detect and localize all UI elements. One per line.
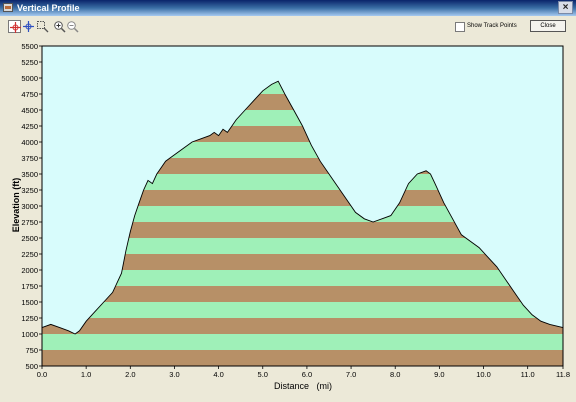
y-tick-label: 1750 xyxy=(21,282,38,291)
elevation-band xyxy=(42,350,563,366)
x-axis-label: Distance (mi) xyxy=(274,381,332,391)
x-tick-label: 10.0 xyxy=(476,370,491,379)
y-axis: 500 750 1000 1250 1500 1750 2000 2250 2500 2750 30… xyxy=(21,42,42,371)
y-tick-label: 500 xyxy=(25,362,38,371)
x-tick-label: 11.0 xyxy=(521,370,535,379)
x-axis: 0.0 1.0 2.0 3.0 4.0 5.0 6.0 7.0 8.0 9.0 10.0 11.0 11… xyxy=(37,366,570,379)
toolbar: Show Track Points Close xyxy=(0,16,576,38)
elevation-band xyxy=(42,254,563,270)
y-tick-label: 5000 xyxy=(21,74,38,83)
elevation-band xyxy=(42,222,563,238)
elevation-profile-chart: 500 750 1000 1250 1500 1750 2000 2250 2500 2750 30… xyxy=(11,42,570,391)
show-track-points-checkbox[interactable] xyxy=(455,22,465,32)
x-tick-label: 0.0 xyxy=(37,370,47,379)
elevation-series-line xyxy=(41,80,564,335)
y-tick-label: 2750 xyxy=(21,218,38,227)
elevation-band xyxy=(42,334,563,350)
y-tick-label: 4250 xyxy=(21,122,38,131)
y-tick-label: 4000 xyxy=(21,138,38,147)
show-track-points-label: Show Track Points xyxy=(467,23,517,29)
elevation-band xyxy=(42,190,563,206)
y-tick-label: 5500 xyxy=(21,42,38,51)
y-tick-label: 3500 xyxy=(21,170,38,179)
x-tick-label: 4.0 xyxy=(213,370,223,379)
y-tick-label: 1000 xyxy=(21,330,38,339)
elevation-band xyxy=(42,318,563,334)
y-tick-label: 2250 xyxy=(21,250,38,259)
y-tick-label: 4750 xyxy=(21,90,38,99)
y-tick-label: 3000 xyxy=(21,202,38,211)
elevation-band xyxy=(42,302,563,318)
x-tick-label: 9.0 xyxy=(434,370,444,379)
x-tick-label: 1.0 xyxy=(81,370,91,379)
x-tick-label: 2.0 xyxy=(125,370,135,379)
elevation-band xyxy=(42,206,563,222)
app-icon xyxy=(3,3,13,12)
y-tick-label: 2500 xyxy=(21,234,38,243)
title-close-button[interactable]: × xyxy=(558,1,573,14)
elevation-band xyxy=(42,286,563,302)
zoom-out-icon[interactable] xyxy=(66,20,79,33)
y-tick-label: 2000 xyxy=(21,266,38,275)
y-tick-label: 5250 xyxy=(21,58,38,67)
x-tick-label: 5.0 xyxy=(258,370,268,379)
elevation-band xyxy=(42,270,563,286)
y-tick-label: 3750 xyxy=(21,154,38,163)
zoom-in-icon[interactable] xyxy=(53,20,66,33)
y-tick-label: 750 xyxy=(25,346,38,355)
x-tick-label: 8.0 xyxy=(390,370,400,379)
y-axis-label: Elevation (ft) xyxy=(11,178,21,233)
x-tick-label: 3.0 xyxy=(169,370,179,379)
zoom-rect-icon[interactable] xyxy=(36,20,49,33)
elevation-band xyxy=(42,238,563,254)
x-tick-label: 6.0 xyxy=(302,370,312,379)
y-tick-label: 3250 xyxy=(21,186,38,195)
pan-crosshair-icon[interactable] xyxy=(8,20,21,33)
y-tick-label: 4500 xyxy=(21,106,38,115)
window-title: Vertical Profile xyxy=(17,3,80,13)
title-bar[interactable]: Vertical Profile × xyxy=(0,0,576,16)
close-button[interactable]: Close xyxy=(530,20,566,32)
select-crosshair-icon[interactable] xyxy=(22,20,35,33)
y-tick-label: 1250 xyxy=(21,314,38,323)
y-tick-label: 1500 xyxy=(21,298,38,307)
x-tick-label: 11.8 xyxy=(556,370,570,379)
x-tick-label: 7.0 xyxy=(346,370,356,379)
